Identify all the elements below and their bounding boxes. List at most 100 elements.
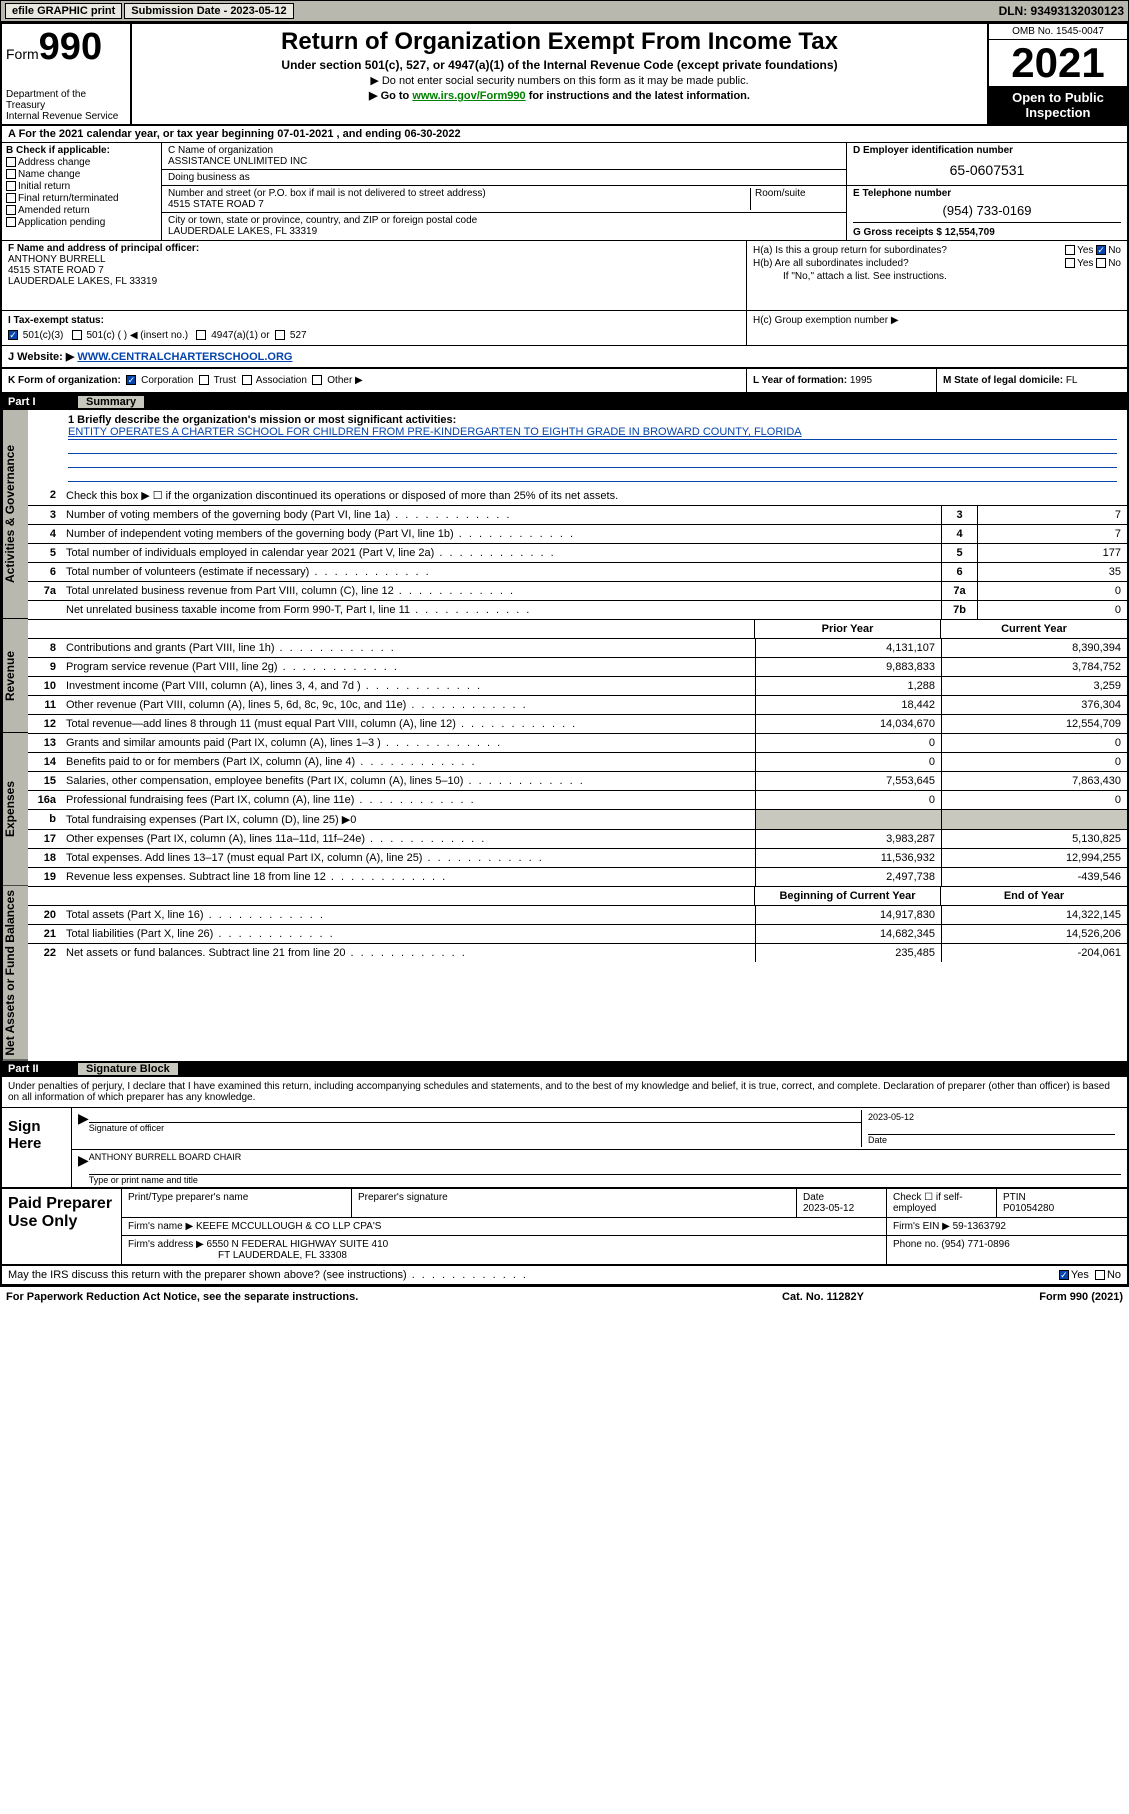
- vtab-netassets: Net Assets or Fund Balances: [2, 886, 28, 1061]
- gov-row: 5 Total number of individuals employed i…: [28, 543, 1127, 562]
- begin-year-hdr: Beginning of Current Year: [755, 887, 941, 905]
- submission-date-button[interactable]: Submission Date - 2023-05-12: [124, 3, 293, 19]
- section-l: L Year of formation: 1995: [747, 369, 937, 392]
- arrow-icon: ▶: [78, 1152, 89, 1185]
- firm-name-label: Firm's name ▶: [128, 1221, 193, 1232]
- exp-row: 19 Revenue less expenses. Subtract line …: [28, 867, 1127, 886]
- part1-num: Part I: [8, 396, 78, 408]
- gov-row-val: 177: [977, 544, 1127, 562]
- exp-row: 15 Salaries, other compensation, employe…: [28, 771, 1127, 790]
- cb-4947[interactable]: [196, 330, 206, 340]
- na-begin: 14,682,345: [755, 925, 941, 943]
- rev-row-label: Investment income (Part VIII, column (A)…: [62, 677, 755, 695]
- efile-button[interactable]: efile GRAPHIC print: [5, 3, 122, 19]
- rev-row: 8 Contributions and grants (Part VIII, l…: [28, 638, 1127, 657]
- city-label: City or town, state or province, country…: [168, 215, 840, 226]
- sig-name-val: ANTHONY BURRELL BOARD CHAIR: [89, 1152, 1121, 1162]
- ha-question: H(a) Is this a group return for subordin…: [753, 245, 1065, 256]
- na-row-label: Net assets or fund balances. Subtract li…: [62, 944, 755, 962]
- na-begin: 14,917,830: [755, 906, 941, 924]
- rev-current: 3,259: [941, 677, 1127, 695]
- note2-post: for instructions and the latest informat…: [526, 90, 750, 102]
- firm-addr-val: 6550 N FEDERAL HIGHWAY SUITE 410: [207, 1239, 389, 1250]
- cb-association[interactable]: [242, 375, 252, 385]
- section-h: H(a) Is this a group return for subordin…: [747, 241, 1127, 310]
- prior-year-hdr: Prior Year: [755, 620, 941, 638]
- line2-label: Check this box ▶ ☐ if the organization d…: [62, 486, 1127, 505]
- cb-501c[interactable]: [72, 330, 82, 340]
- prep-row3: Firm's address ▶ 6550 N FEDERAL HIGHWAY …: [122, 1236, 1127, 1264]
- cb-501c3[interactable]: ✓: [8, 330, 18, 340]
- discuss-yes-no[interactable]: ✓Yes No: [1059, 1269, 1121, 1281]
- rev-row: 9 Program service revenue (Part VIII, li…: [28, 657, 1127, 676]
- prep-row2: Firm's name ▶ KEEFE MCCULLOUGH & CO LLP …: [122, 1218, 1127, 1236]
- rev-row: 10 Investment income (Part VIII, column …: [28, 676, 1127, 695]
- tax-year: 2021: [989, 40, 1127, 86]
- gov-row-label: Total number of individuals employed in …: [62, 544, 941, 562]
- sig-name-label: Type or print name and title: [89, 1175, 198, 1185]
- form-word: Form: [6, 46, 39, 62]
- form-ref: Form 990 (2021): [923, 1291, 1123, 1303]
- officer-name: ANTHONY BURRELL: [8, 254, 740, 265]
- hb-question: H(b) Are all subordinates included?: [753, 258, 1065, 269]
- exp-prior: 0: [755, 753, 941, 771]
- cb-trust[interactable]: [199, 375, 209, 385]
- na-begin: 235,485: [755, 944, 941, 962]
- exp-current: 0: [941, 791, 1127, 809]
- na-end: -204,061: [941, 944, 1127, 962]
- gov-row: Net unrelated business taxable income fr…: [28, 600, 1127, 619]
- exp-prior: 7,553,645: [755, 772, 941, 790]
- current-year-hdr: Current Year: [941, 620, 1127, 638]
- expenses-section: Expenses 13 Grants and similar amounts p…: [2, 733, 1127, 886]
- form-header: Form990 Department of the Treasury Inter…: [2, 24, 1127, 126]
- cb-amended-return[interactable]: Amended return: [6, 205, 157, 216]
- sign-here-label: Sign Here: [2, 1108, 72, 1187]
- cb-final-return[interactable]: Final return/terminated: [6, 193, 157, 204]
- exp-row: 16a Professional fundraising fees (Part …: [28, 790, 1127, 809]
- cb-name-change[interactable]: Name change: [6, 169, 157, 180]
- block-i-hc: I Tax-exempt status: ✓ 501(c)(3) 501(c) …: [2, 311, 1127, 346]
- exp-row-label: Professional fundraising fees (Part IX, …: [62, 791, 755, 809]
- mission-blank1: [68, 440, 1117, 454]
- section-i: I Tax-exempt status: ✓ 501(c)(3) 501(c) …: [2, 311, 747, 345]
- website-link[interactable]: WWW.CENTRALCHARTERSCHOOL.ORG: [77, 351, 292, 363]
- section-d: D Employer identification number 65-0607…: [847, 143, 1127, 185]
- header-mid: Return of Organization Exempt From Incom…: [132, 24, 987, 124]
- cb-address-change[interactable]: Address change: [6, 157, 157, 168]
- rev-row-label: Contributions and grants (Part VIII, lin…: [62, 639, 755, 657]
- prep-date-label: Date: [803, 1192, 824, 1203]
- cb-initial-return[interactable]: Initial return: [6, 181, 157, 192]
- exp-prior: 0: [755, 791, 941, 809]
- rev-prior: 4,131,107: [755, 639, 941, 657]
- hb-yes-no[interactable]: Yes No: [1065, 258, 1121, 269]
- cb-application-pending[interactable]: Application pending: [6, 217, 157, 228]
- dept-label: Department of the Treasury: [6, 89, 126, 111]
- cb-527[interactable]: [275, 330, 285, 340]
- exp-row-label: Benefits paid to or for members (Part IX…: [62, 753, 755, 771]
- gov-row-label: Total unrelated business revenue from Pa…: [62, 582, 941, 600]
- rev-row: 12 Total revenue—add lines 8 through 11 …: [28, 714, 1127, 733]
- opt-trust: Trust: [214, 375, 236, 386]
- firm-addr-val2: FT LAUDERDALE, FL 33308: [128, 1250, 347, 1261]
- section-c: C Name of organization ASSISTANCE UNLIMI…: [162, 143, 847, 185]
- prep-selfemp[interactable]: Check ☐ if self-employed: [887, 1189, 997, 1217]
- gross-receipts: G Gross receipts $ 12,554,709: [853, 222, 1121, 238]
- part2-header: Part II Signature Block: [2, 1061, 1127, 1077]
- exp-current: 7,863,430: [941, 772, 1127, 790]
- exp-row-label: Other expenses (Part IX, column (A), lin…: [62, 830, 755, 848]
- block-k-l-m: K Form of organization: ✓ Corporation Tr…: [2, 369, 1127, 394]
- cb-corporation[interactable]: ✓: [126, 375, 136, 385]
- omb-number: OMB No. 1545-0047: [989, 24, 1127, 40]
- na-row-label: Total assets (Part X, line 16): [62, 906, 755, 924]
- ha-yes-no[interactable]: Yes ✓No: [1065, 245, 1121, 256]
- sig-date-val: 2023-05-12: [868, 1112, 1115, 1122]
- rev-prior: 1,288: [755, 677, 941, 695]
- section-f: F Name and address of principal officer:…: [2, 241, 747, 310]
- gov-row-box: 7a: [941, 582, 977, 600]
- na-row: 22 Net assets or fund balances. Subtract…: [28, 943, 1127, 962]
- preparer-block: Paid Preparer Use Only Print/Type prepar…: [2, 1189, 1127, 1266]
- gov-row-box: 3: [941, 506, 977, 524]
- mission-blank2: [68, 454, 1117, 468]
- irs-link[interactable]: www.irs.gov/Form990: [412, 90, 525, 102]
- cb-other[interactable]: [312, 375, 322, 385]
